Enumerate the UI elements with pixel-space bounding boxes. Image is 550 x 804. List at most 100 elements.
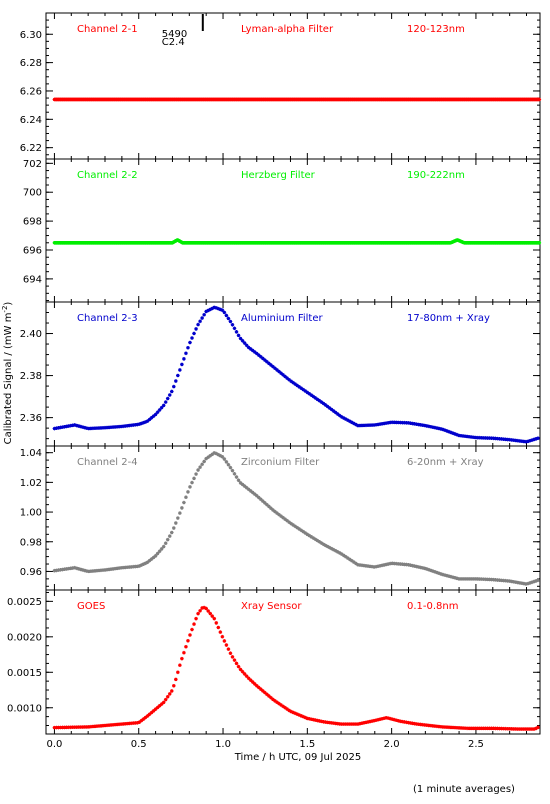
data-point: [234, 330, 239, 334]
data-point: [222, 639, 227, 643]
data-point: [313, 718, 318, 722]
data-point: [285, 376, 289, 380]
data-point: [131, 721, 136, 725]
data-point: [370, 719, 374, 723]
data-point: [254, 351, 259, 356]
data-point: [418, 423, 423, 427]
data-point: [220, 308, 225, 312]
data-point: [248, 678, 253, 682]
data-point: [141, 717, 146, 721]
data-point: [530, 727, 534, 731]
data-point: [174, 379, 178, 383]
data-point: [252, 350, 257, 354]
data-point: [279, 371, 283, 375]
data-point: [517, 439, 522, 443]
data-point: [283, 705, 287, 710]
data-point: [327, 406, 332, 410]
data-point: [505, 579, 510, 583]
data-point: [54, 568, 59, 573]
data-point: [238, 481, 243, 485]
data-point: [167, 692, 172, 696]
data-point: [208, 453, 213, 458]
data-point: [388, 561, 393, 566]
flare-class-label: C2.4: [162, 37, 185, 48]
data-point: [307, 533, 312, 538]
data-point: [459, 577, 463, 581]
data-point: [129, 423, 134, 428]
data-point: [350, 558, 354, 563]
data-point: [295, 712, 300, 716]
data-point: [390, 561, 395, 566]
data-point: [287, 520, 291, 524]
data-point: [319, 719, 324, 724]
data-point: [93, 569, 97, 573]
data-point: [99, 724, 103, 728]
data-point: [364, 564, 368, 568]
data-point: [483, 577, 488, 582]
data-point: [196, 468, 200, 472]
data-point: [505, 726, 510, 731]
series-4: [52, 451, 540, 586]
data-point: [501, 726, 506, 731]
data-point: [149, 557, 154, 561]
data-point: [62, 424, 67, 429]
data-point: [80, 425, 85, 429]
data-point: [424, 424, 429, 428]
data-point: [511, 438, 516, 442]
data-point: [430, 425, 435, 429]
data-point: [133, 564, 138, 569]
data-point: [422, 566, 427, 571]
data-point: [530, 438, 534, 442]
data-point: [265, 692, 269, 697]
data-point: [220, 634, 225, 639]
data-point: [111, 425, 115, 429]
data-point: [360, 721, 364, 726]
data-point: [186, 490, 190, 494]
data-point: [483, 726, 488, 731]
data-point: [111, 567, 115, 571]
data-point: [56, 725, 61, 730]
data-point: [299, 714, 304, 718]
data-point: [374, 718, 378, 722]
data-point: [362, 423, 366, 428]
data-point: [485, 577, 490, 582]
data-point: [376, 422, 380, 427]
data-point: [261, 356, 265, 361]
data-point: [390, 420, 395, 425]
data-point: [497, 578, 502, 583]
data-point: [457, 433, 461, 438]
data-point: [74, 423, 79, 428]
data-point: [273, 509, 277, 514]
data-point: [240, 482, 245, 487]
data-point: [343, 417, 348, 421]
data-point: [103, 723, 107, 728]
x-tick-label: 1.0: [215, 739, 231, 750]
data-point: [242, 672, 247, 676]
data-point: [167, 393, 172, 397]
data-point: [469, 577, 474, 581]
data-point: [277, 369, 281, 374]
data-point: [335, 412, 340, 416]
flare-id-label: 5490: [162, 29, 187, 40]
data-point: [289, 709, 293, 714]
data-point: [297, 713, 302, 717]
data-point: [200, 316, 204, 320]
data-point: [343, 554, 348, 559]
data-point: [337, 551, 342, 555]
data-point: [382, 716, 387, 721]
data-point: [291, 380, 295, 385]
data-point: [265, 359, 269, 364]
data-point: [386, 716, 391, 720]
series-2: [52, 238, 542, 245]
data-point: [131, 564, 136, 569]
data-point: [218, 307, 223, 312]
data-point: [135, 720, 140, 725]
data-point: [125, 721, 130, 726]
data-point: [507, 579, 512, 583]
data-point: [414, 422, 419, 426]
data-point: [291, 523, 295, 527]
data-point: [495, 436, 500, 441]
data-point: [526, 727, 530, 731]
data-point: [157, 408, 162, 412]
data-point: [420, 566, 425, 570]
